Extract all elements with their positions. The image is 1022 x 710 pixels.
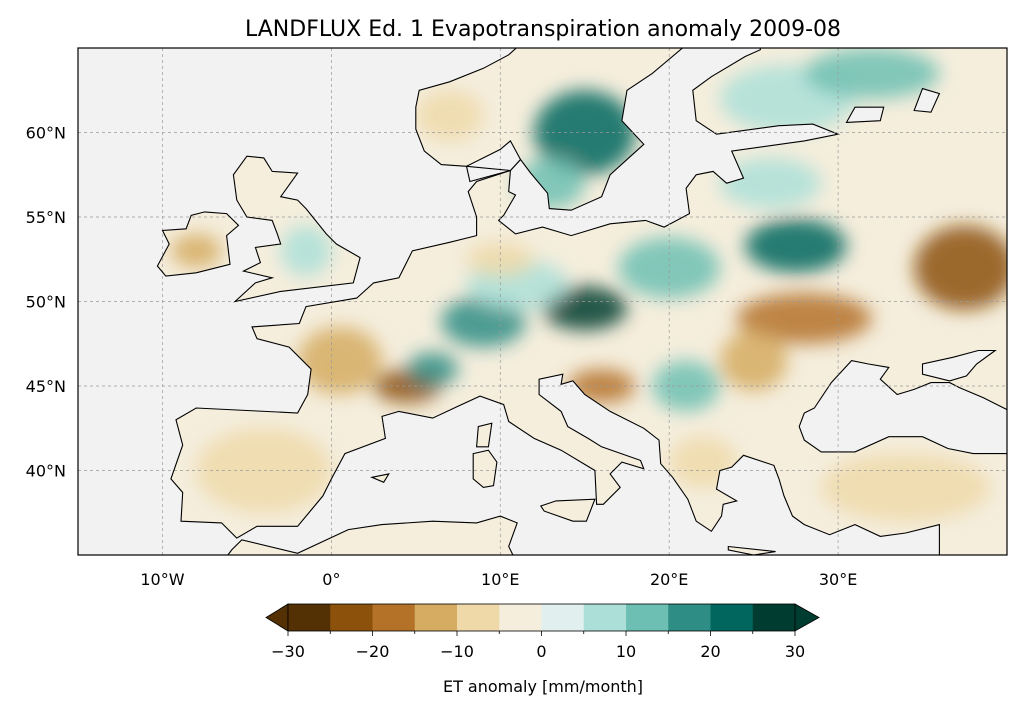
colorbar-bin [499, 604, 542, 631]
colorbar-bin [288, 604, 331, 631]
anomaly-patch [542, 286, 627, 331]
land-africa [227, 516, 518, 555]
anomaly-patch [280, 225, 332, 277]
colorbar-tick-label: −30 [271, 642, 305, 661]
anomaly-patch [719, 157, 822, 209]
colorbar-tick-label: 20 [700, 642, 720, 661]
land-corsica [476, 423, 492, 447]
colorbar-extend-max [794, 603, 820, 632]
coastline-continent [170, 48, 940, 555]
colorbar-bin [414, 604, 458, 631]
colorbar-bin [541, 604, 585, 631]
y-tick-label: 45°N [26, 377, 66, 396]
land-sardinia [473, 450, 497, 488]
anomaly-patch [719, 330, 788, 392]
coastline-sardinia [472, 449, 498, 488]
coastline-sicily [539, 498, 596, 522]
anomaly-patch [618, 237, 720, 299]
y-tick-label: 40°N [26, 462, 66, 481]
colorbar-bin [330, 604, 373, 631]
colorbar-label: ET anomaly [mm/month] [443, 677, 643, 696]
coastline-crete [727, 545, 776, 555]
x-tick-label: 10°E [481, 570, 519, 589]
coastline-ireland [156, 211, 240, 277]
y-tick-label: 50°N [26, 293, 66, 312]
colorbar-tick-label: 0 [536, 642, 546, 661]
anomaly-patch [297, 326, 383, 395]
anomaly-patch [804, 48, 940, 99]
chart-title: LANDFLUX Ed. 1 Evapotranspiration anomal… [245, 17, 841, 42]
map-area [78, 48, 1007, 555]
colorbar-bin [752, 604, 796, 631]
x-axis-ticks: 10°W 0° 10°E 20°E 30°E [140, 570, 857, 589]
coastlines [156, 48, 940, 555]
colorbar-tick-label: 30 [785, 642, 805, 661]
anomaly-patch [914, 225, 1007, 310]
x-tick-label: 20°E [650, 570, 688, 589]
anomaly-patch [196, 428, 332, 513]
colorbar-tick-label: −20 [356, 642, 390, 661]
map-frame [77, 47, 1008, 556]
x-tick-label: 30°E [819, 570, 857, 589]
colorbar-bin [457, 604, 500, 631]
colorbar-bin [372, 604, 416, 631]
baltic-sea [497, 48, 841, 237]
anomaly-field [170, 48, 1007, 522]
colorbar-bin [668, 604, 711, 631]
colorbar: −30 −20 −10 0 10 20 30 [265, 603, 820, 661]
colorbar-bin [626, 604, 669, 631]
coastline-mallorca [370, 473, 390, 483]
black-sea [798, 359, 1007, 455]
colorbar-tick-label: 10 [616, 642, 636, 661]
anomaly-patch [170, 233, 222, 268]
colorbar-bin [583, 604, 627, 631]
anomaly-patch [745, 218, 847, 273]
sea-of-azov [921, 349, 997, 382]
x-tick-label: 10°W [140, 570, 184, 589]
colorbar-tick-label: −10 [440, 642, 474, 661]
gridlines [78, 48, 1007, 555]
y-tick-label: 60°N [26, 124, 66, 143]
anomaly-patch [415, 90, 484, 141]
y-axis-ticks: 40°N 45°N 50°N 55°N 60°N [26, 124, 66, 481]
x-tick-label: 0° [322, 570, 340, 589]
anomaly-patch [407, 352, 459, 386]
coastline-britain [232, 155, 361, 303]
lake-ladoga [845, 106, 885, 123]
land-sicily [540, 499, 595, 522]
coastline-corsica [476, 422, 493, 448]
colorbar-extend-min [265, 603, 289, 632]
lake-onega [913, 87, 941, 113]
colorbar-bin [710, 604, 754, 631]
anomaly-patch [821, 453, 991, 522]
coastline-africa [227, 515, 518, 555]
y-tick-label: 55°N [26, 208, 66, 227]
